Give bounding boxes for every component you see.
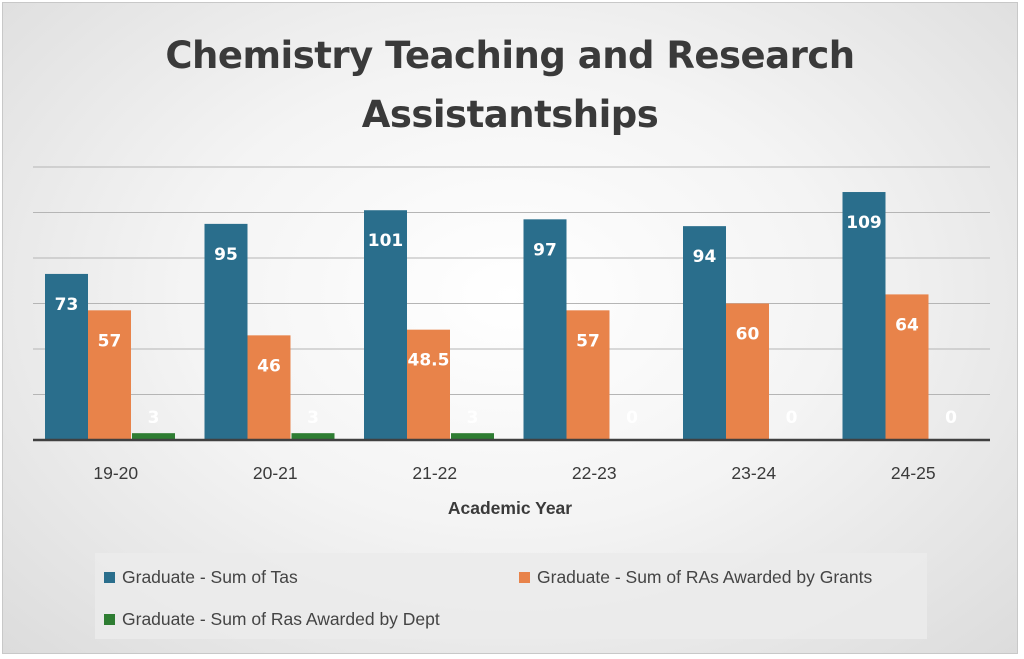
x-tick-label: 22-23 (572, 463, 617, 483)
bar-1-23-24 (726, 303, 769, 440)
legend: Graduate - Sum of Tas Graduate - Sum of … (95, 553, 927, 639)
bar-2-21-22 (451, 433, 494, 440)
bar-2-20-21 (291, 433, 335, 440)
x-axis-title: Academic Year (448, 498, 572, 518)
data-label: 73 (55, 295, 79, 315)
x-tick-label: 19-20 (93, 463, 138, 483)
bar-0-24-25 (842, 192, 886, 440)
bar-1-24-25 (885, 294, 929, 440)
data-label: 94 (693, 247, 717, 267)
legend-label-tas: Graduate - Sum of Tas (122, 567, 298, 587)
bar-0-22-23 (523, 219, 567, 440)
data-label: 0 (626, 408, 638, 428)
data-label: 3 (467, 408, 479, 428)
legend-item-ras-dept: Graduate - Sum of Ras Awarded by Dept (104, 609, 440, 630)
legend-swatch-tas (104, 572, 115, 583)
bar-2-19-20 (132, 433, 175, 440)
data-label: 3 (307, 408, 319, 428)
data-label: 64 (895, 315, 919, 335)
data-label: 0 (786, 408, 798, 428)
legend-label-ras-dept: Graduate - Sum of Ras Awarded by Dept (122, 609, 440, 629)
data-label: 95 (214, 245, 238, 265)
bar-0-19-20 (45, 273, 88, 440)
bar-1-21-22 (407, 329, 450, 440)
data-label: 48.5 (408, 351, 450, 371)
x-tick-label: 24-25 (891, 463, 936, 483)
data-label: 101 (368, 231, 404, 251)
x-tick-label: 23-24 (731, 463, 776, 483)
bar-1-22-23 (566, 310, 610, 440)
x-tick-label: 20-21 (253, 463, 298, 483)
data-label: 57 (98, 331, 122, 351)
bar-0-20-21 (204, 223, 248, 440)
bar-0-21-22 (364, 210, 407, 440)
legend-item-ras-grants: Graduate - Sum of RAs Awarded by Grants (519, 567, 872, 588)
data-label: 57 (576, 331, 600, 351)
data-label: 3 (148, 408, 160, 428)
legend-item-tas: Graduate - Sum of Tas (104, 567, 298, 588)
x-tick-label: 21-22 (412, 463, 457, 483)
legend-label-ras-grants: Graduate - Sum of RAs Awarded by Grants (537, 567, 873, 587)
chart-title: Chemistry Teaching and Research Assistant… (165, 34, 855, 136)
legend-swatch-ras-dept (104, 614, 115, 625)
data-label: 60 (736, 325, 760, 345)
data-label: 97 (533, 240, 557, 260)
bar-0-23-24 (683, 226, 726, 440)
bar-1-19-20 (88, 310, 131, 440)
legend-swatch-ras-grants (519, 572, 530, 583)
data-label: 109 (846, 213, 882, 233)
bar-1-20-21 (247, 335, 291, 440)
data-label: 46 (257, 356, 281, 376)
data-label: 0 (945, 408, 957, 428)
